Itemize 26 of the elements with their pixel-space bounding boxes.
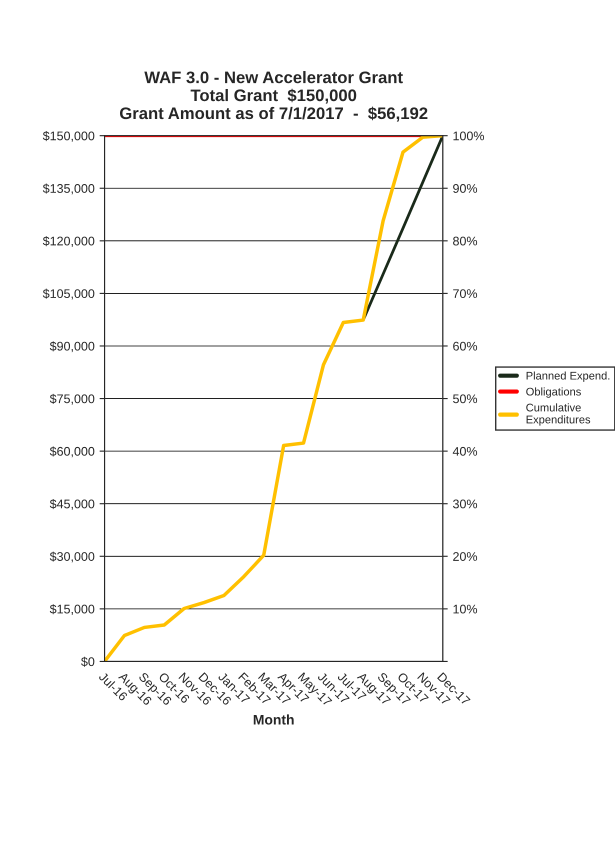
y-tick-label: $60,000 <box>50 446 94 458</box>
y2-tick-label: 60% <box>453 342 478 351</box>
legend-label: Planned Expend. <box>526 371 610 382</box>
y2-tick-label: 20% <box>453 552 478 561</box>
y2-tick-label: 40% <box>452 446 478 456</box>
y-tick-label: $30,000 <box>50 552 94 562</box>
y2-tick-label: 10% <box>453 604 478 614</box>
y2-tick-label: 70% <box>453 289 478 298</box>
y-tick-label: $0 <box>81 656 94 667</box>
y2-tick-label: 80% <box>453 236 478 246</box>
y-tick-label: $90,000 <box>50 341 94 352</box>
y2-tick-label: 100% <box>453 131 484 140</box>
legend-label: Cumulative Expenditures <box>526 403 590 426</box>
x-axis-title: Month <box>254 714 294 725</box>
y-tick-label: $45,000 <box>50 498 94 510</box>
y-tick-label: $15,000 <box>50 604 94 615</box>
y2-tick-label: 50% <box>453 394 478 404</box>
y-tick-label: $135,000 <box>42 184 94 194</box>
y-tick-label: $150,000 <box>42 130 94 142</box>
legend-label: Obligations <box>526 387 581 398</box>
y2-tick-label: 30% <box>453 500 478 508</box>
y-tick-label: $105,000 <box>42 288 94 300</box>
chart-title: WAF 3.0 - New Accelerator Grant Total Grant $150,000 Grant Amount as of 7/1/2017 - $56,192 <box>120 71 428 122</box>
y-tick-label: $75,000 <box>50 394 94 405</box>
y2-tick-label: 90% <box>453 184 478 193</box>
y-tick-label: $120,000 <box>42 236 94 247</box>
